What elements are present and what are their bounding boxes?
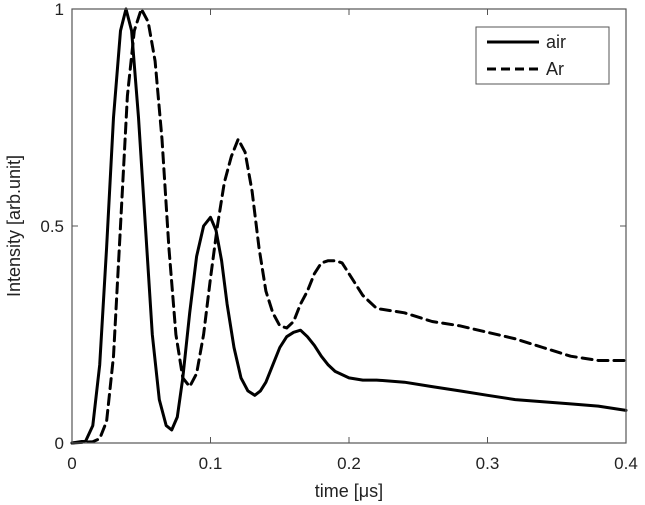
- x-tick-label: 0.4: [614, 454, 638, 473]
- x-tick-label: 0.1: [199, 454, 223, 473]
- y-tick-label: 0.5: [40, 217, 64, 236]
- x-axis-label: time [μs]: [315, 481, 383, 501]
- series-line-air: [70, 7, 628, 445]
- x-tick-label: 0.3: [476, 454, 500, 473]
- y-axis-label: Intensity [arb.unit]: [4, 155, 24, 297]
- series-line-ar: [70, 7, 628, 445]
- legend-label-air: air: [546, 32, 566, 52]
- legend-label-ar: Ar: [546, 59, 564, 79]
- legend: air Ar: [475, 26, 610, 85]
- legend-box: [475, 26, 610, 85]
- y-tick-label: 1: [55, 0, 64, 19]
- plot-area: [70, 7, 628, 445]
- axis-ticks: 0 0.1 0.2 0.3 0.4 0 0.5 1: [40, 0, 637, 473]
- x-tick-label: 0: [67, 454, 76, 473]
- x-tick-label: 0.2: [337, 454, 361, 473]
- y-tick-label: 0: [55, 434, 64, 453]
